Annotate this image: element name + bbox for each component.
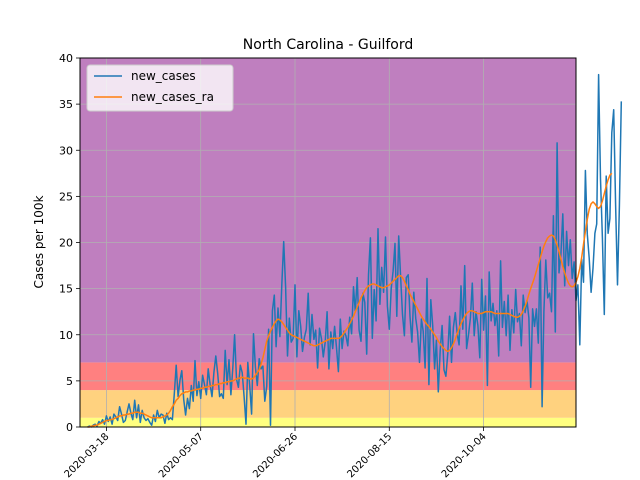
series-line-new-cases — [87, 73, 623, 428]
y-tick-label: 5 — [66, 375, 73, 388]
legend-label-new-cases: new_cases — [131, 69, 196, 83]
y-tick-label: 20 — [59, 237, 73, 250]
series-line-new-cases-ra — [87, 172, 613, 428]
y-tick-label: 35 — [59, 98, 73, 111]
x-tick-label: 2020-10-04 — [440, 431, 489, 480]
risk-band-0 — [80, 417, 576, 427]
x-tick-label: 2020-08-15 — [346, 431, 395, 480]
chart-title: North Carolina - Guilford — [243, 37, 414, 53]
y-axis: 0 5 10 15 20 25 30 35 40 — [59, 52, 80, 434]
x-tick-label: 2020-03-18 — [63, 431, 112, 480]
legend-box — [86, 64, 234, 112]
risk-band-2 — [80, 362, 576, 391]
y-tick-label: 10 — [59, 329, 73, 342]
risk-band-1 — [80, 390, 576, 418]
legend: new_cases new_cases_ra — [86, 64, 234, 112]
plot-lines — [87, 73, 623, 428]
y-tick-label: 15 — [59, 283, 73, 296]
legend-label-new-cases-ra: new_cases_ra — [131, 90, 214, 104]
x-tick-label: 2020-05-07 — [157, 431, 206, 480]
y-tick-label: 25 — [59, 190, 73, 203]
y-tick-label: 40 — [59, 52, 73, 65]
y-tick-label: 30 — [59, 144, 73, 157]
x-axis: 2020-03-18 2020-05-07 2020-06-26 2020-08-15… — [63, 427, 489, 480]
y-tick-label: 0 — [66, 421, 73, 434]
y-axis-label: Cases per 100k — [32, 195, 46, 288]
x-tick-label: 2020-06-26 — [251, 431, 300, 480]
